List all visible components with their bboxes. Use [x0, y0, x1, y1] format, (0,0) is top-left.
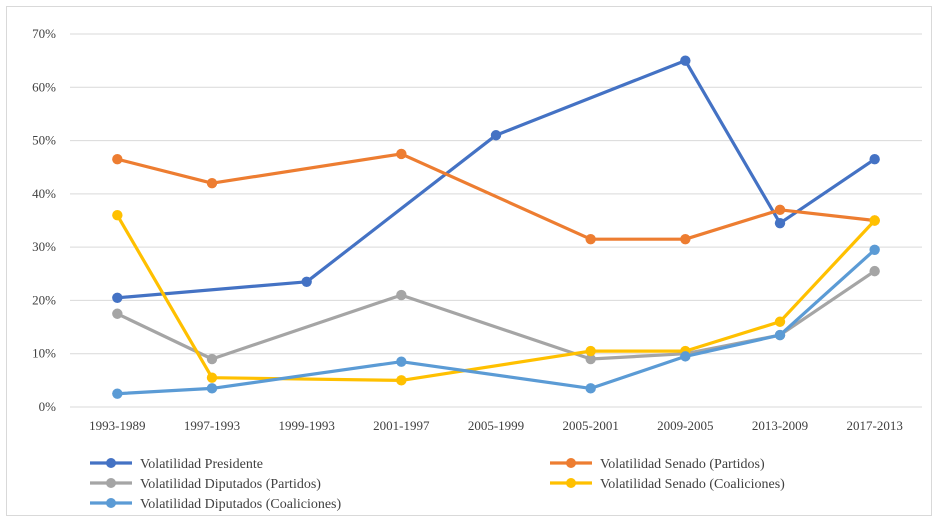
legend-marker [566, 458, 576, 468]
series-lines [112, 55, 880, 399]
series-group [112, 209, 880, 386]
data-point [869, 244, 880, 256]
y-tick-label: 30% [32, 239, 56, 254]
x-tick-label: 1999-1993 [278, 418, 334, 433]
legend-label: Volatilidad Senado (Partidos) [600, 457, 765, 472]
data-point [112, 154, 123, 165]
x-tick-label: 1997-1993 [184, 418, 240, 433]
y-tick-label: 20% [32, 292, 56, 307]
data-point [396, 148, 407, 160]
data-point [869, 154, 880, 165]
chart-frame [6, 6, 932, 516]
x-tick-label: 1993-1989 [89, 418, 145, 433]
series-line [115, 248, 877, 396]
data-point [490, 130, 502, 141]
legend-label: Volatilidad Diputados (Coaliciones) [140, 497, 341, 512]
x-tick-label: 2013-2009 [752, 418, 808, 433]
data-point [206, 353, 218, 365]
data-point [396, 356, 407, 367]
x-tick-label: 2017-2013 [846, 418, 902, 433]
y-tick-label: 70% [32, 26, 56, 41]
legend-label: Volatilidad Senado (Coaliciones) [600, 477, 785, 492]
series-group [112, 55, 880, 303]
data-point [585, 345, 596, 357]
legend-marker [106, 458, 116, 468]
data-point [112, 308, 123, 319]
series-line [115, 269, 877, 361]
data-point [206, 372, 218, 383]
legend-marker [106, 498, 116, 508]
series-line [115, 213, 877, 382]
data-point [774, 316, 786, 327]
legend-label: Volatilidad Diputados (Partidos) [140, 477, 321, 492]
data-point [396, 375, 407, 386]
y-tick-label: 50% [32, 133, 56, 148]
legend-entry: Volatilidad Diputados (Partidos) [90, 477, 321, 492]
y-tick-label: 10% [32, 346, 56, 361]
data-point [396, 289, 407, 301]
series-group [112, 244, 880, 399]
data-point [869, 215, 880, 226]
data-point [585, 233, 596, 245]
data-point [112, 388, 123, 399]
data-point [206, 178, 218, 189]
data-point [774, 217, 786, 229]
series-group [112, 265, 880, 365]
legend: Volatilidad Presidente Volatilidad Senado… [90, 457, 785, 512]
data-point [206, 383, 218, 394]
data-point [869, 265, 880, 277]
y-tick-label: 40% [32, 186, 56, 201]
data-point [585, 353, 596, 365]
data-point [774, 329, 786, 341]
legend-entry: Volatilidad Senado (Coaliciones) [550, 477, 785, 492]
data-point [585, 383, 596, 394]
legend-marker [106, 478, 116, 488]
data-point [112, 209, 123, 221]
x-tick-label: 2009-2005 [657, 418, 713, 433]
data-point [112, 292, 123, 303]
legend-entry: Volatilidad Diputados (Coaliciones) [90, 497, 341, 512]
data-point [680, 233, 691, 245]
series-line [115, 152, 877, 241]
data-point [301, 276, 312, 287]
x-tick-label: 2005-2001 [562, 418, 618, 433]
x-tick-label: 2005-1999 [468, 418, 524, 433]
x-axis-tick-labels: 1993-1989 1997-1993 1999-1993 2001-1997 2005… [89, 418, 903, 433]
legend-label: Volatilidad Presidente [140, 457, 263, 472]
data-point [774, 204, 786, 216]
x-tick-label: 2001-1997 [373, 418, 430, 433]
legend-entry: Volatilidad Senado (Partidos) [550, 457, 765, 472]
legend-entry: Volatilidad Presidente [90, 457, 263, 472]
data-point [680, 351, 691, 362]
y-axis-tick-labels: 0% 10% 20% 30% 40% 50% 60% 70% [32, 26, 56, 414]
data-point [680, 55, 691, 66]
gridlines [70, 33, 922, 408]
y-tick-label: 60% [32, 79, 56, 94]
y-tick-label: 0% [39, 399, 57, 414]
legend-marker [566, 478, 576, 488]
